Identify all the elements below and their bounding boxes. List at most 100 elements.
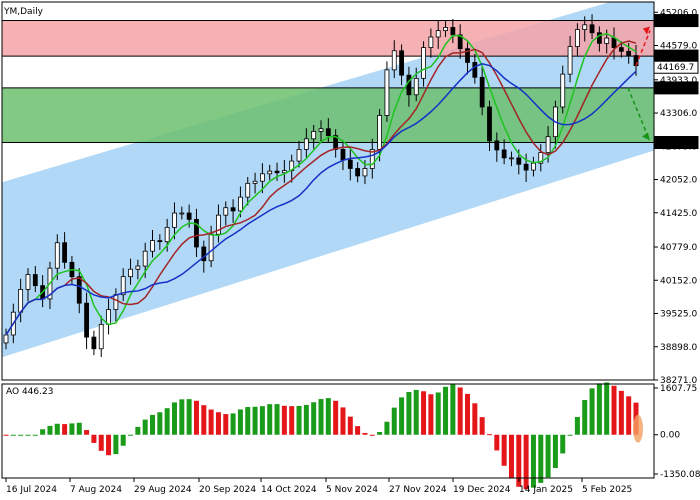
candle-body (157, 240, 163, 243)
ao-tick-label: -1350.08 (660, 470, 700, 480)
candle-body (538, 152, 544, 164)
ao-bar (223, 414, 229, 435)
ao-bar (530, 434, 536, 488)
candle-body (252, 180, 258, 184)
level-badge-label: 43780.0 (657, 84, 694, 94)
y-tick-label: 38898.0 (660, 343, 697, 353)
ao-bar (171, 402, 177, 435)
candle-body (106, 309, 111, 325)
ao-tick-label: 1607.75 (660, 384, 697, 394)
ao-bar (40, 429, 46, 435)
ao-bar (18, 434, 24, 436)
candle-body (194, 218, 199, 248)
candle-body (384, 69, 390, 116)
forecast-arrow-down-head (642, 132, 650, 141)
candle-body (201, 246, 207, 262)
ao-bar (281, 405, 287, 435)
candle-body (589, 24, 595, 34)
ao-bar (604, 382, 610, 435)
x-tick-label: 19 Dec 2024 (453, 485, 511, 495)
candle-body (62, 242, 68, 263)
level-badge (653, 81, 699, 95)
ao-bar (479, 417, 485, 435)
candle-body (399, 50, 404, 76)
candle-body (296, 149, 302, 162)
candle-body (604, 37, 610, 44)
ao-panel-border (1, 383, 655, 479)
candle-body (259, 173, 265, 182)
ao-bar (545, 434, 551, 478)
ao-bar (596, 383, 602, 435)
candle-body (325, 128, 331, 137)
ao-bar (76, 422, 82, 435)
ao-bar (98, 434, 104, 451)
ao-bar (157, 412, 163, 435)
ao-bar (391, 407, 397, 435)
ao-bar (25, 434, 31, 436)
ao-bar (626, 396, 632, 435)
candle-body (98, 323, 104, 350)
ao-bar (333, 400, 339, 435)
level-badge (653, 14, 699, 28)
ao-bar (245, 407, 251, 435)
candle-body (611, 37, 617, 48)
ao-bar (435, 392, 441, 435)
candle-body (223, 207, 229, 216)
candle-body (574, 29, 580, 47)
candle-body (238, 196, 243, 212)
ao-bar (252, 406, 258, 435)
ao-bar (523, 434, 529, 490)
candle-body (3, 334, 9, 344)
ao-bar (91, 434, 97, 443)
candle-body (516, 157, 522, 165)
ao-bar (274, 404, 280, 435)
ao-bar (150, 414, 156, 435)
candle-body (164, 226, 170, 243)
candle-body (311, 130, 317, 140)
ao-bar (413, 389, 419, 435)
ao-bar (421, 391, 427, 435)
ao-bar (494, 434, 500, 451)
ao-bar (574, 416, 580, 435)
ao-bar (501, 434, 507, 466)
candle-body (626, 50, 632, 56)
y-tick-label: 40152.0 (660, 276, 697, 286)
ao-bar (84, 430, 90, 435)
ao-bar (201, 405, 207, 435)
ao-bar (377, 432, 383, 435)
ao-bar (193, 400, 199, 435)
candle-body (179, 212, 185, 215)
candle-body (413, 77, 419, 96)
candle-body (391, 50, 397, 71)
candle-body (523, 163, 529, 171)
ao-bar (47, 425, 53, 435)
candle-body (128, 268, 133, 278)
y-tick-label: 38271.0 (660, 376, 697, 386)
ao-bar (428, 394, 434, 435)
candle-body (208, 233, 214, 262)
x-tick-label: 20 Sep 2024 (199, 485, 256, 495)
candle-body (186, 212, 192, 220)
candle-body (369, 149, 375, 169)
candle-body (113, 294, 119, 310)
y-tick-label: 44579.0 (660, 42, 697, 52)
ao-bar (311, 402, 317, 435)
ao-bar (54, 423, 60, 435)
ao-bar (230, 413, 236, 435)
candle-body (216, 214, 221, 235)
y-tick-label: 43306.0 (660, 109, 697, 119)
ao-bar (120, 434, 126, 446)
candle-body (509, 157, 514, 160)
candle-body (450, 27, 456, 36)
ao-bar (69, 423, 75, 435)
ao-bar (62, 424, 68, 435)
ao-bar (128, 434, 134, 436)
ao-bar (369, 434, 375, 436)
candle-body (347, 159, 353, 169)
main-panel-border (1, 1, 655, 381)
candle-body (501, 149, 507, 159)
candle-body (54, 242, 60, 269)
ao-bar (106, 434, 112, 456)
candle-body (267, 170, 273, 175)
